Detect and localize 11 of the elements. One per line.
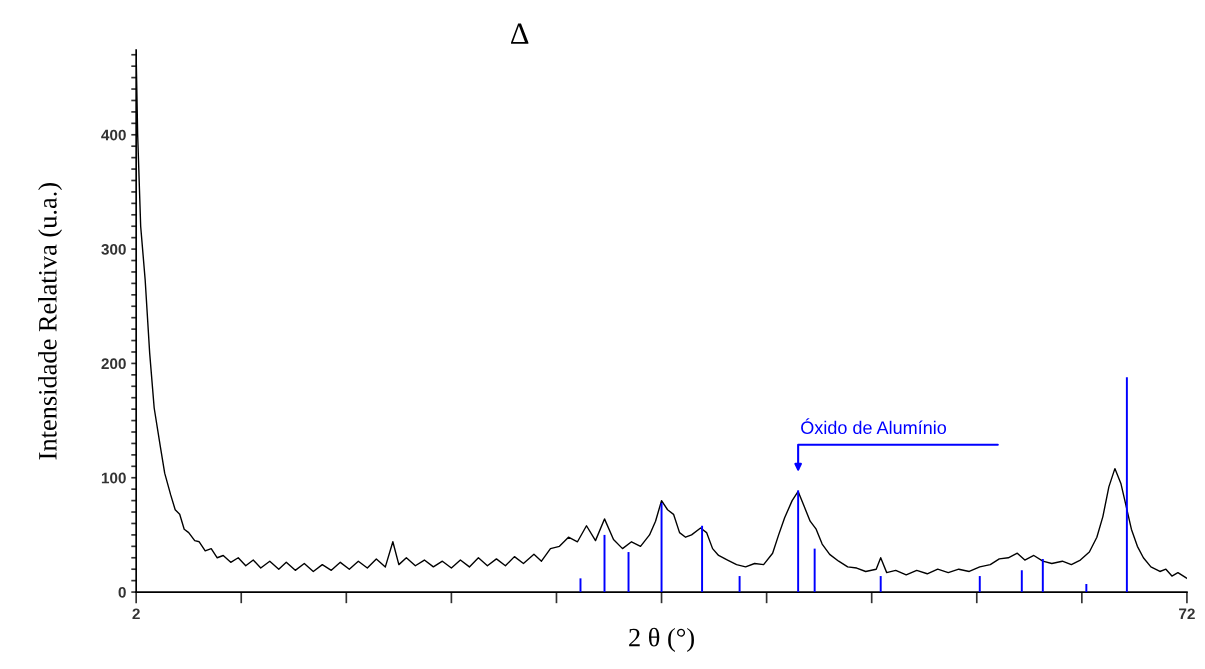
x-tick-label: 2	[132, 608, 140, 620]
y-tick-label: 100	[101, 472, 126, 484]
x-tick-label: 72	[1179, 608, 1195, 620]
y-axis-title: Intensidade Relativa (u.a.)	[38, 183, 63, 460]
annotation: Óxido de Alumínio	[801, 418, 947, 435]
chart-title: Δ	[511, 23, 529, 44]
y-tick-label: 300	[101, 243, 126, 255]
y-tick-label: 0	[118, 586, 126, 598]
y-tick-label: 400	[101, 129, 126, 141]
y-tick-label: 200	[101, 358, 126, 370]
x-axis-title: 2 θ (°)	[629, 627, 694, 652]
